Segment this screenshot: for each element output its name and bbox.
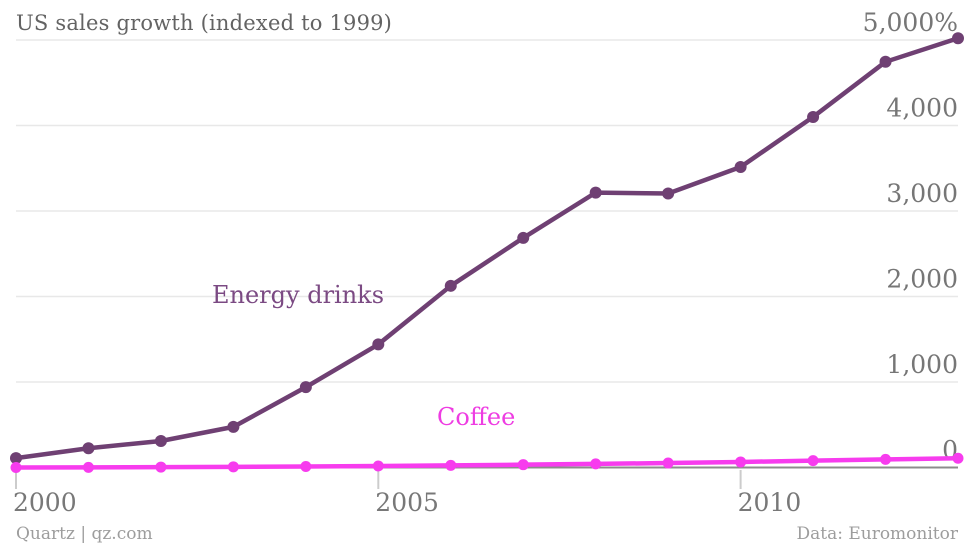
energy-drinks-point — [372, 338, 385, 351]
coffee-point — [735, 456, 747, 468]
coffee-point — [807, 455, 819, 467]
coffee-point — [227, 461, 239, 473]
energy-drinks-point — [662, 187, 675, 200]
y-axis-tick-label: 3,000 — [886, 179, 958, 208]
coffee-point — [445, 459, 457, 471]
energy-drinks-point — [734, 160, 747, 173]
series-label-coffee: Coffee — [437, 403, 516, 431]
coffee-point — [155, 461, 167, 473]
coffee-point — [300, 460, 312, 472]
coffee-point — [590, 458, 602, 470]
energy-drinks-point — [227, 420, 240, 433]
coffee-line — [13, 456, 961, 470]
source-attribution: Quartz | qz.com — [16, 524, 153, 544]
coffee-point — [662, 457, 674, 469]
energy-drinks-point — [517, 231, 530, 244]
energy-drinks-point — [589, 186, 602, 199]
energy-drinks-point — [299, 381, 312, 394]
energy-drinks-point — [154, 434, 167, 447]
x-axis-tick-label: 2000 — [13, 488, 77, 517]
coffee-point — [372, 460, 384, 472]
chart-title: US sales growth (indexed to 1999) — [16, 11, 393, 35]
coffee-point — [517, 459, 529, 471]
coffee-point — [880, 453, 892, 465]
x-axis-tick-label: 2005 — [375, 488, 439, 517]
energy-drinks-point — [444, 279, 457, 292]
y-axis-tick-label: 4,000 — [886, 94, 958, 123]
x-axis-tick-label: 2010 — [738, 488, 802, 517]
data-source: Data: Euromonitor — [796, 524, 958, 544]
energy-drinks-point — [10, 452, 22, 465]
coffee-point — [82, 461, 94, 473]
energy-drinks-point — [879, 55, 892, 68]
series-label-energy-drinks: Energy drinks — [212, 281, 385, 309]
y-axis-tick-label: 1,000 — [886, 350, 958, 379]
energy-drinks-point — [807, 110, 820, 123]
energy-drinks-point — [952, 32, 964, 45]
energy-drinks-point — [82, 442, 95, 455]
coffee-point — [952, 452, 964, 464]
energy-drinks-line — [13, 36, 961, 461]
y-axis-tick-label: 2,000 — [886, 265, 958, 294]
y-axis-tick-label: 5,000% — [863, 8, 958, 37]
coffee-point — [10, 462, 22, 473]
